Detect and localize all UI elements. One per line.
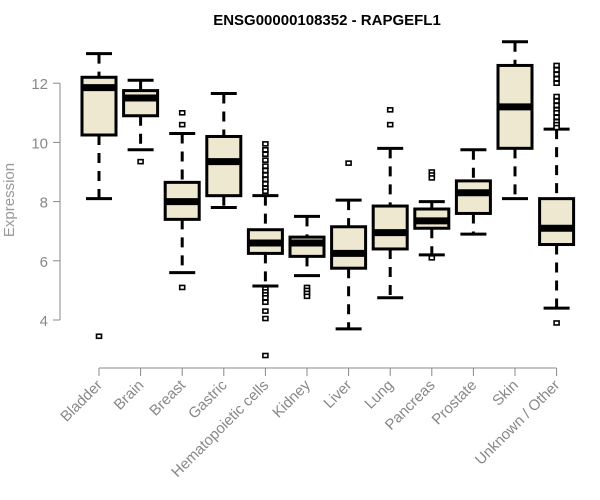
y-tick-label: 4 [40, 313, 48, 330]
x-tick-label: Bladder [57, 377, 106, 426]
outlier-point [553, 71, 560, 78]
outlier-point [262, 299, 269, 306]
outlier-point [428, 175, 436, 181]
chart-title: ENSG00000108352 - RAPGEFL1 [213, 12, 441, 29]
outlier-point [95, 333, 103, 340]
y-tick-label: 6 [40, 254, 48, 271]
box-liver [330, 160, 368, 331]
outlier-point [553, 102, 560, 109]
box-gastric [205, 92, 243, 210]
outlier-point [262, 163, 269, 169]
y-axis-label: Expression [1, 163, 18, 237]
box-lung [371, 107, 409, 300]
outlier-point [553, 75, 560, 82]
box-kidney [288, 214, 326, 300]
x-tick-label: Liver [320, 377, 355, 412]
y-tick-label: 8 [40, 195, 48, 212]
box-brain [122, 78, 160, 165]
outlier-point [386, 107, 394, 113]
box-unknown-other [538, 62, 576, 326]
iqr-box [122, 89, 160, 118]
x-tick-label: Prostate [429, 377, 481, 429]
x-tick-label: Brain [111, 377, 148, 414]
y-tick-label: 10 [31, 135, 48, 152]
outlier-point [262, 181, 269, 187]
box-skin [496, 40, 534, 201]
outlier-point [178, 121, 186, 128]
box-pancreas [413, 169, 451, 261]
x-tick-label: Lung [361, 377, 397, 413]
x-tick-label: Kidney [269, 376, 314, 421]
boxes-group [80, 40, 576, 359]
box-breast [163, 110, 201, 291]
outlier-point [345, 160, 352, 166]
x-tick-label: Skin [489, 377, 522, 410]
outlier-point [553, 114, 560, 121]
outlier-point [262, 176, 269, 183]
outlier-point [262, 294, 269, 301]
outlier-point [553, 67, 560, 73]
outlier-point [262, 147, 269, 153]
outlier-point [553, 93, 560, 100]
outlier-point [262, 151, 269, 158]
outlier-point [137, 158, 144, 165]
outlier-point [262, 308, 269, 314]
outlier-point [262, 352, 269, 359]
y-axis: 4 6 8 10 12 [31, 76, 61, 330]
outlier-point [386, 121, 394, 128]
iqr-box [371, 204, 409, 251]
iqr-box [454, 179, 492, 215]
outlier-point [553, 62, 560, 69]
box-prostate [454, 148, 492, 236]
iqr-box [538, 197, 576, 247]
outlier-point [553, 110, 560, 116]
x-tick-label: Breast [146, 376, 189, 419]
outlier-point [262, 315, 269, 322]
y-tick-label: 12 [31, 76, 48, 93]
outlier-point [262, 141, 269, 147]
box-hematopoietic-cells [246, 141, 284, 359]
box-bladder [80, 52, 118, 340]
outlier-point [178, 284, 186, 291]
outlier-point [428, 255, 436, 261]
iqr-box [205, 134, 243, 198]
outlier-point [303, 293, 311, 300]
outlier-point [262, 157, 269, 163]
outlier-point [262, 172, 269, 178]
outlier-point [262, 188, 269, 195]
iqr-box [330, 225, 368, 270]
outlier-point [553, 124, 560, 131]
outlier-point [262, 167, 269, 174]
outlier-point [178, 110, 186, 116]
outlier-point [553, 320, 560, 326]
outlier-point [553, 80, 560, 86]
outlier-point [553, 98, 560, 104]
